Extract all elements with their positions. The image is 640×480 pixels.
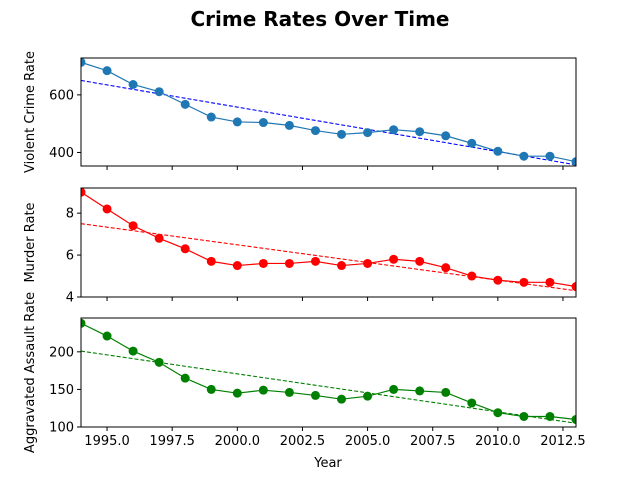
axes-frame (80, 317, 577, 428)
y-tick-label: 4 (66, 291, 74, 306)
data-point (415, 256, 425, 266)
x-tick-label: 2012.5 (540, 434, 586, 449)
panel-1: 400 600 Violent Crime Rate (23, 51, 577, 173)
y-tick-label: 200 (49, 345, 74, 360)
data-point (232, 388, 242, 398)
data-point (81, 188, 86, 197)
y-axis-title: Murder Rate (23, 202, 38, 282)
y-tick-label: 150 (49, 383, 74, 398)
data-point (519, 151, 529, 161)
y-axis-title: Violent Crime Rate (23, 51, 38, 173)
data-point (102, 331, 112, 341)
panel-2-data (81, 188, 576, 292)
x-tick-label: 2010.0 (475, 434, 521, 449)
x-tick-label: 2005.0 (345, 434, 391, 449)
data-point (415, 127, 425, 137)
data-point (493, 275, 503, 285)
data-point (206, 112, 216, 122)
data-point (128, 79, 138, 89)
data-point (363, 391, 373, 401)
data-point (467, 398, 477, 408)
data-point (337, 129, 347, 139)
series-line (81, 322, 576, 421)
data-point (232, 261, 242, 271)
axes-frame (80, 187, 577, 298)
data-point (258, 118, 268, 128)
data-point (571, 282, 576, 292)
data-point (128, 346, 138, 356)
data-point (389, 125, 399, 135)
data-point (545, 151, 555, 161)
data-point (154, 87, 164, 97)
data-point (337, 261, 347, 271)
data-point (206, 384, 216, 394)
y-tick-label: 6 (66, 249, 74, 264)
x-tick-label: 1995.0 (84, 434, 130, 449)
data-point (81, 58, 86, 67)
y-tick-label: 600 (49, 88, 74, 103)
panel-3-data (81, 318, 576, 424)
panel-2: 4 6 8 Murder Rate (23, 187, 577, 306)
data-point (81, 318, 86, 328)
data-point (363, 258, 373, 268)
data-point (310, 256, 320, 266)
data-point (128, 221, 138, 231)
data-point (206, 256, 216, 266)
y-tick-label: 400 (49, 146, 74, 161)
data-point (441, 263, 451, 273)
x-axis-title: Year (313, 456, 342, 471)
data-point (284, 120, 294, 130)
data-point (154, 233, 164, 243)
data-point (441, 131, 451, 141)
chart-title: Crime Rates Over Time (191, 7, 450, 31)
data-point (258, 258, 268, 268)
data-point (102, 66, 112, 76)
data-point (154, 357, 164, 367)
data-point (180, 99, 190, 109)
y-tick-label: 8 (66, 207, 74, 222)
data-point (441, 387, 451, 397)
x-tick-label: 1997.5 (149, 434, 195, 449)
data-point (180, 373, 190, 383)
data-point (415, 386, 425, 396)
x-tick-label: 2007.5 (410, 434, 456, 449)
panel-1-data (81, 58, 576, 166)
data-point (363, 128, 373, 138)
data-point (258, 385, 268, 395)
data-point (519, 411, 529, 421)
data-point (284, 387, 294, 397)
data-point (389, 384, 399, 394)
series-line (81, 61, 576, 163)
data-point (545, 411, 555, 421)
data-point (467, 271, 477, 281)
data-point (493, 146, 503, 156)
x-tick-label: 2002.5 (280, 434, 326, 449)
y-axis-title: Aggravated Assault Rate (23, 292, 38, 453)
data-point (310, 126, 320, 136)
data-point (571, 414, 576, 424)
data-point (389, 254, 399, 264)
data-point (493, 408, 503, 418)
data-point (571, 157, 576, 166)
axes-frame (80, 57, 577, 167)
data-point (232, 117, 242, 127)
data-point (519, 277, 529, 287)
x-tick-label: 2000.0 (215, 434, 261, 449)
data-point (310, 390, 320, 400)
data-point (467, 138, 477, 148)
y-tick-label: 100 (49, 421, 74, 436)
data-point (545, 277, 555, 287)
panel-3: 100 150 200 1995.0 1997.5 2000.0 2002.5 2005.0 2… (23, 292, 586, 453)
data-point (180, 244, 190, 254)
data-point (284, 258, 294, 268)
data-point (102, 204, 112, 214)
data-point (337, 394, 347, 404)
